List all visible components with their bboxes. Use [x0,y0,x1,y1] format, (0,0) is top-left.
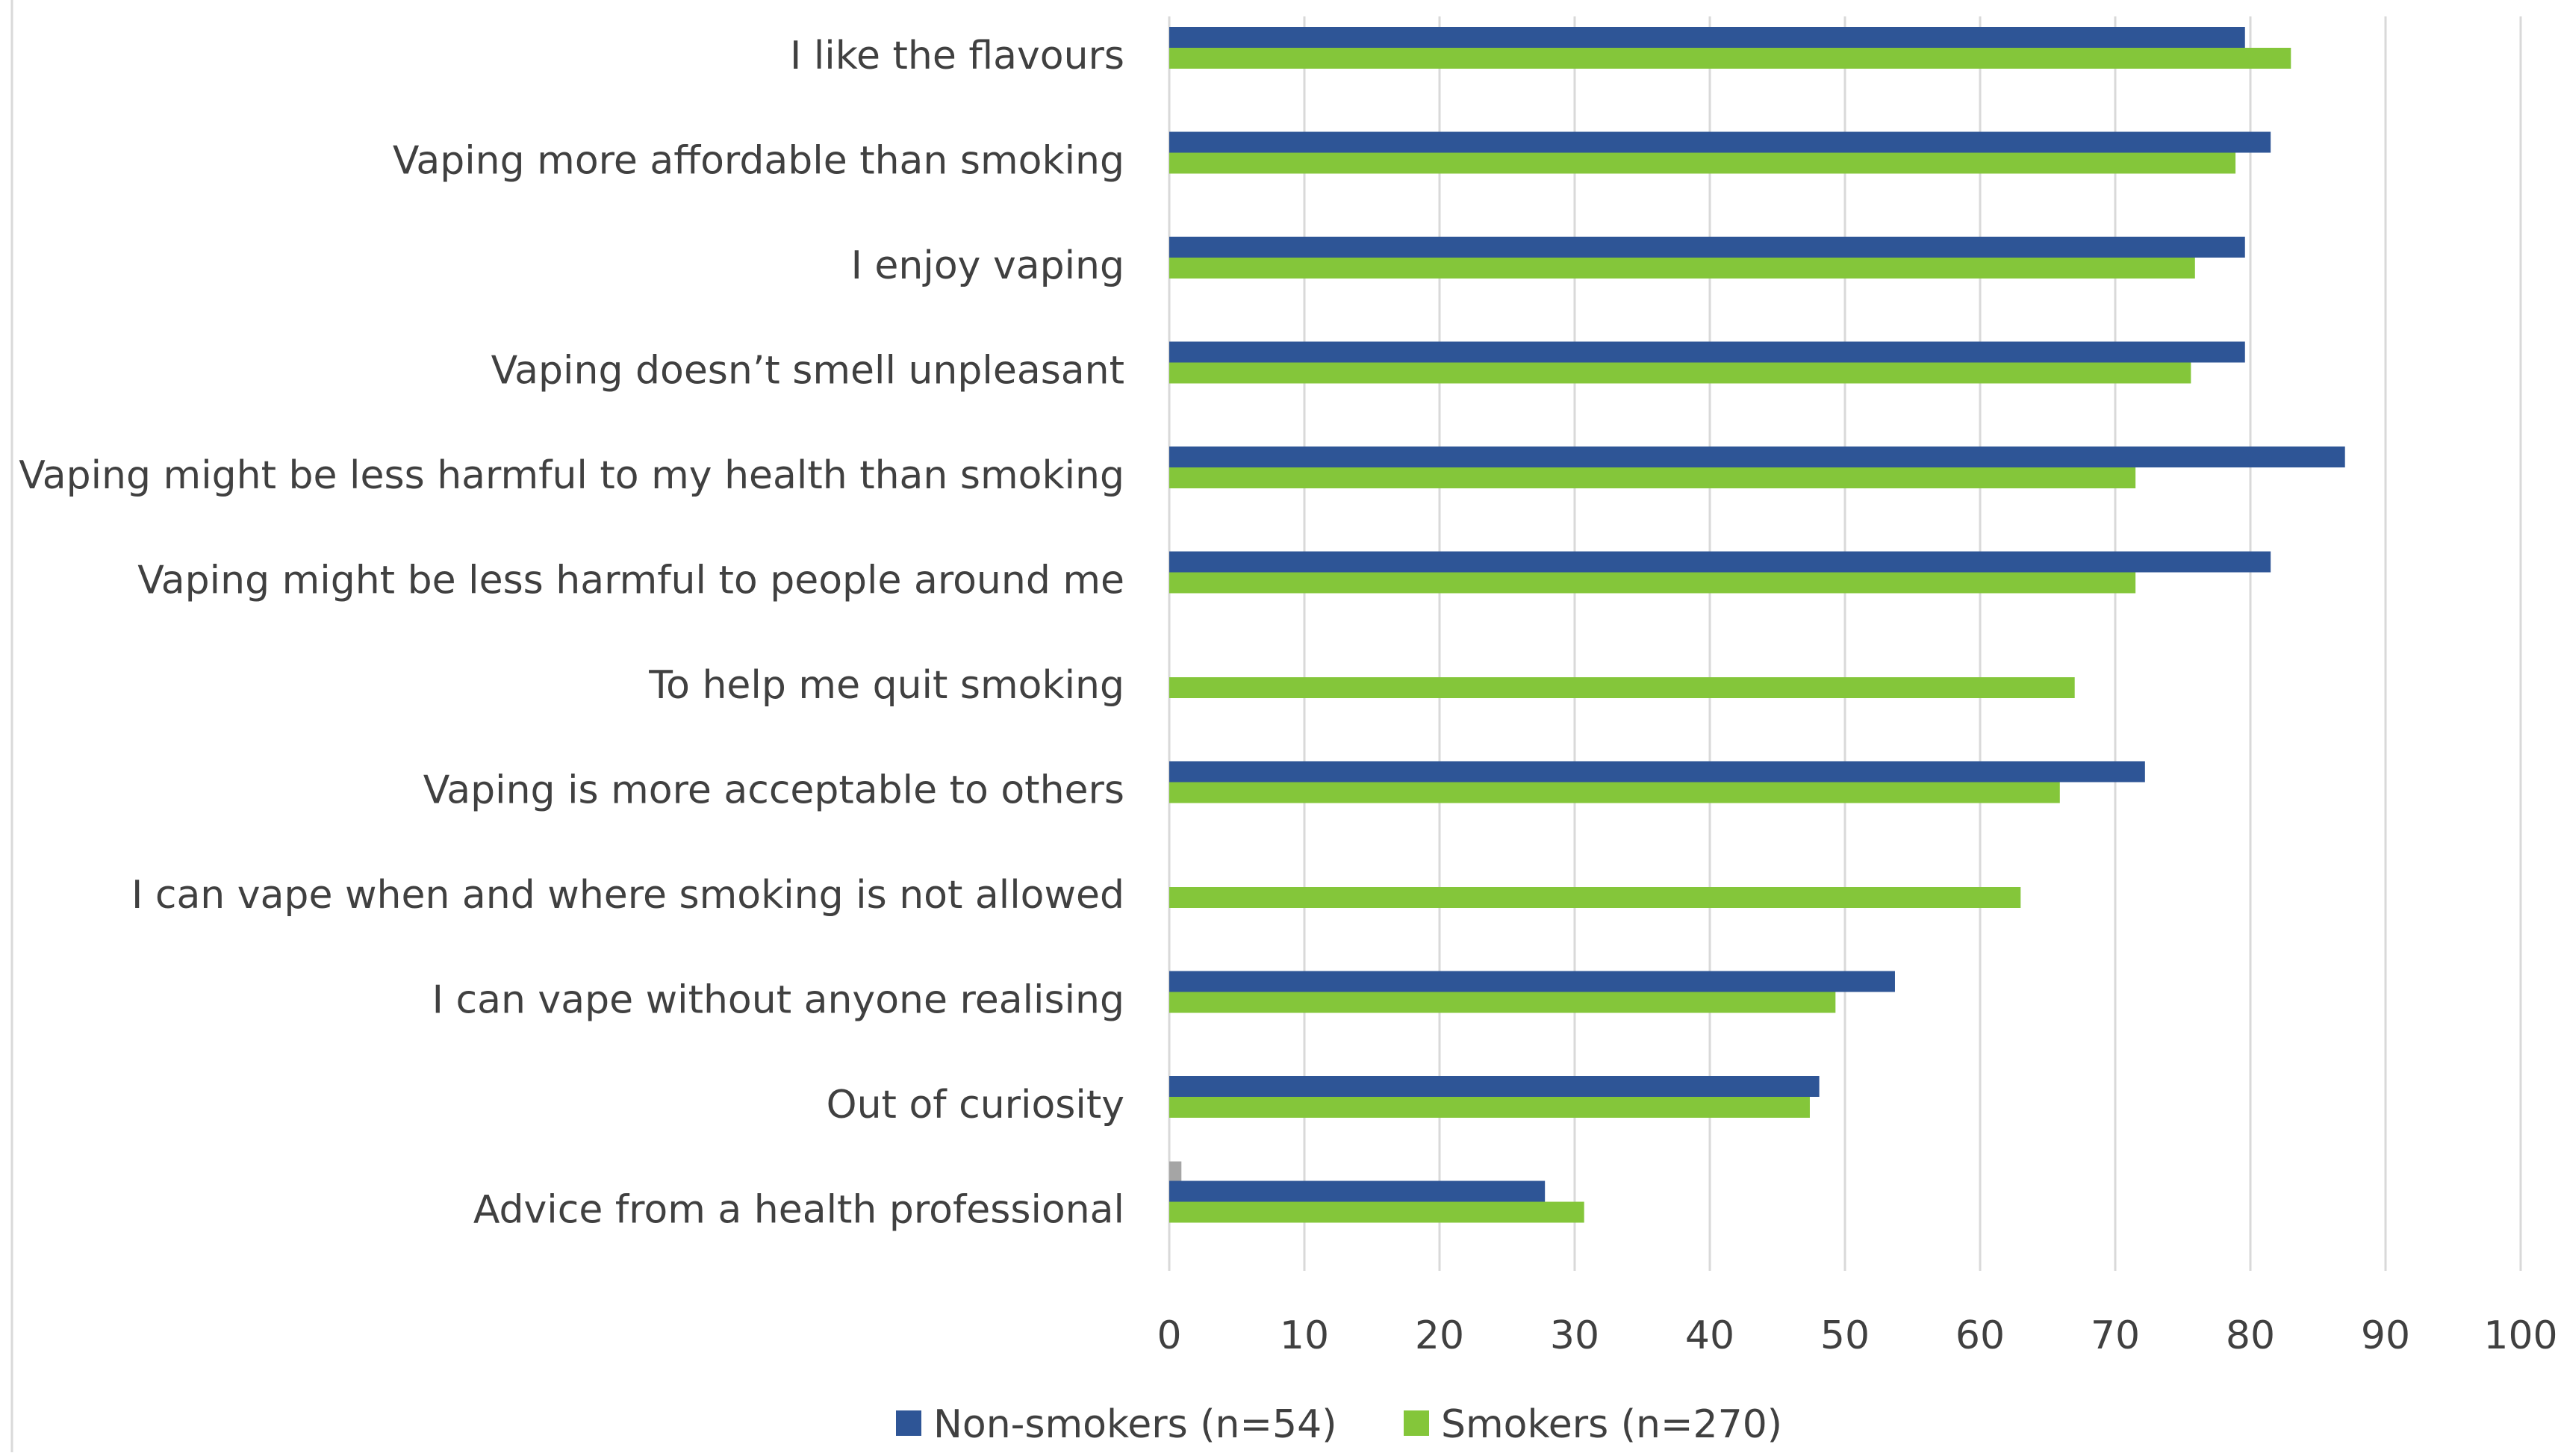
category-label: Vaping doesn’t smell unpleasant [491,349,1124,393]
category-labels: I like the flavours Vaping more affordabl… [19,34,1124,1233]
category-label: I enjoy vaping [851,243,1124,288]
x-axis-tick-labels: 0 10 20 30 40 50 60 70 80 90 100 [1157,1313,2557,1358]
bar-non-smokers [1169,131,2271,153]
category-label: Vaping is more acceptable to others [423,768,1124,813]
bar-non-smokers [1169,237,2245,258]
bar-grey [1169,1161,1182,1183]
bar-smokers [1169,48,2291,69]
bar-non-smokers [1169,27,2245,48]
category-label: To help me quit smoking [648,663,1124,708]
x-tick-label: 40 [1685,1313,1734,1358]
category-label: Vaping might be less harmful to my healt… [19,453,1124,498]
x-tick-label: 100 [2483,1313,2557,1358]
x-tick-label: 80 [2226,1313,2275,1358]
bar-smokers [1169,677,2075,698]
bar-smokers [1169,887,2021,908]
bar-non-smokers [1169,761,2145,783]
category-label: Vaping more affordable than smoking [393,139,1124,184]
bar-smokers [1169,258,2195,279]
category-label: Advice from a health professional [473,1188,1124,1233]
bar-non-smokers [1169,1180,1546,1202]
bars [1169,27,2345,1223]
category-label: Vaping might be less harmful to people a… [137,559,1124,603]
gridlines [1168,16,2522,1271]
legend-label: Smokers (n=270) [1441,1402,1782,1447]
x-tick-label: 10 [1280,1313,1329,1358]
legend-swatch [1404,1410,1429,1436]
bar-non-smokers [1169,971,1895,992]
legend-label: Non-smokers (n=54) [933,1402,1337,1447]
legend-swatch [896,1410,921,1436]
x-tick-label: 50 [1820,1313,1870,1358]
x-tick-label: 60 [1955,1313,2005,1358]
bar-smokers [1169,362,2191,384]
x-tick-label: 0 [1157,1313,1181,1358]
bar-non-smokers [1169,447,2345,467]
bar-non-smokers [1169,1076,1820,1097]
legend: Non-smokers (n=54) Smokers (n=270) [896,1402,1782,1447]
category-label: Out of curiosity [827,1083,1124,1127]
bar-smokers [1169,1201,1584,1223]
x-tick-label: 30 [1550,1313,1599,1358]
category-label: I like the flavours [790,34,1124,78]
category-label: I can vape without anyone realising [432,978,1124,1023]
bar-non-smokers [1169,551,2271,573]
x-tick-label: 20 [1415,1313,1464,1358]
bar-smokers [1169,572,2136,594]
bar-smokers [1169,1097,1810,1118]
bar-smokers [1169,992,1836,1013]
bar-smokers [1169,152,2236,174]
bar-smokers [1169,782,2060,803]
bar-smokers [1169,467,2136,488]
x-tick-label: 90 [2361,1313,2410,1358]
x-tick-label: 70 [2091,1313,2140,1358]
bar-non-smokers [1169,341,2245,363]
category-label: I can vape when and where smoking is not… [131,873,1124,918]
